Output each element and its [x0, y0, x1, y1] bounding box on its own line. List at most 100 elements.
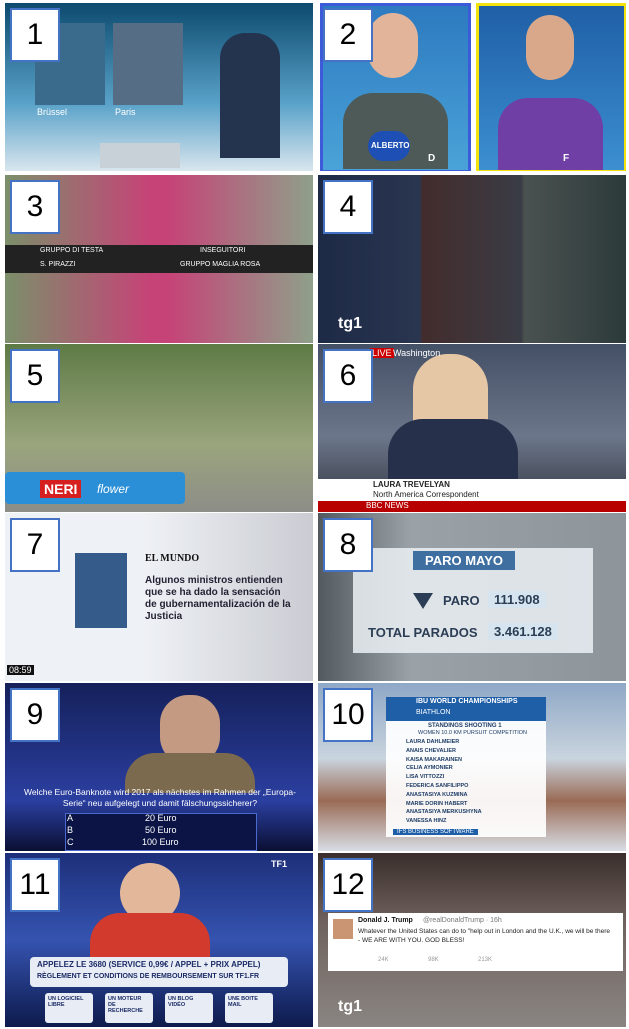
value: 3.461.128: [488, 623, 558, 640]
subtitle: STANDINGS SHOOTING 1: [428, 723, 502, 729]
clock: 08:59: [7, 665, 34, 675]
live: LIVE: [370, 348, 394, 358]
event: BIATHLON: [416, 709, 451, 716]
channel-logo: tg1: [338, 315, 362, 332]
answer-box: [165, 993, 213, 1023]
lower-third: [318, 479, 626, 501]
tile: Welche Euro-Banknote wird 2017 als nächs…: [5, 683, 313, 851]
laptop: [100, 143, 180, 168]
sponsor: IFS BUSINESS SOFTWARE: [393, 829, 478, 835]
video-box: [113, 23, 183, 105]
answer-letter: B: [67, 825, 74, 835]
tile: NERI flower 5: [5, 344, 313, 512]
tile-number: 1: [10, 8, 60, 62]
answer: 20 Euro: [145, 813, 177, 823]
answer: UN MOTEUR DE RECHERCHE: [108, 996, 143, 1014]
sponsor-banner: [5, 472, 185, 504]
answer-letter: A: [67, 813, 74, 823]
answer: UN LOGICIEL LIBRE: [48, 996, 84, 1008]
caption: S. PIRAZZI: [40, 261, 76, 268]
tile-number: 2: [323, 8, 373, 62]
retweet-count: 98K: [428, 957, 439, 963]
like-count: 213K: [478, 957, 493, 963]
tile-number: 10: [323, 688, 373, 742]
panel-header: [386, 697, 546, 721]
event: IBU WORLD CHAMPIONSHIPS: [416, 698, 518, 705]
contestant-jacket: [125, 753, 255, 793]
banner: [5, 245, 313, 273]
caption: GRUPPO DI TESTA: [40, 247, 104, 254]
newspaper: EL MUNDO: [145, 553, 200, 564]
tile: GRUPPO DI TESTA S. PIRAZZI INSEGUITORI G…: [5, 175, 313, 343]
name-badge: [368, 131, 410, 161]
author: Donald J. Trump: [358, 917, 413, 924]
athlete: MARIE DORIN HABERT: [406, 800, 468, 807]
answer-box: [45, 993, 93, 1023]
tile: EL MUNDO Algunos ministros entienden que…: [5, 513, 313, 681]
role: North America Correspondent: [373, 490, 479, 499]
label: PARO: [443, 593, 480, 608]
answers: [65, 813, 257, 851]
tile: IBU WORLD CHAMPIONSHIPS BIATHLON STANDIN…: [318, 683, 626, 851]
handle: @realDonaldTrump · 16h: [423, 917, 502, 924]
tile-number: 7: [10, 518, 60, 572]
answer: 50 Euro: [145, 825, 177, 835]
name: LAURA TREVELYAN: [373, 480, 450, 489]
athlete: ANASTASIYA KUZMINA: [406, 791, 468, 798]
tile-number: 8: [323, 518, 373, 572]
tile-number: 6: [323, 349, 373, 403]
answer-box: [105, 993, 153, 1023]
answer: UN BLOG VIDÉO: [168, 996, 194, 1008]
athlete: VANESSA HINZ: [406, 818, 447, 825]
name-tag: ALBERTO: [371, 141, 410, 150]
ticker: [318, 501, 626, 512]
tile-number: 3: [10, 180, 60, 234]
athlete: CELIA AYMONIER: [406, 765, 453, 772]
tile: tg1 4: [318, 175, 626, 343]
sponsor: NERI: [40, 480, 82, 498]
info-bar: [30, 957, 288, 987]
subtitle: WOMEN 10.0 KM PURSUIT COMPETITION: [418, 730, 527, 736]
letter: F: [563, 153, 570, 164]
channel-logo: tg1: [338, 998, 362, 1015]
tile-number: 9: [10, 688, 60, 742]
athlete: ANASTASIYA MERKUSHYNA: [406, 809, 482, 816]
tile: PARO MAYO PARO 111.908 TOTAL PARADOS 3.4…: [318, 513, 626, 681]
caption: INSEGUITORI: [200, 247, 246, 254]
athlete: LAURA DAHLMEIER: [406, 739, 460, 745]
caption: GRUPPO MAGLIA ROSA: [180, 261, 261, 268]
answer-letter: C: [67, 837, 74, 847]
letter: D: [428, 153, 436, 164]
tile-number: 12: [323, 858, 373, 912]
caption: Paris: [115, 107, 136, 117]
athlete: FEDERICA SANFILIPPO: [406, 783, 469, 789]
label: TOTAL PARADOS: [368, 625, 478, 640]
reporter-coat: [388, 419, 518, 489]
tile: TF1 APPELEZ LE 3680 (SERVICE 0,99€ / APP…: [5, 853, 313, 1027]
tile: Donald J. Trump @realDonaldTrump · 16h W…: [318, 853, 626, 1027]
shirt: [498, 98, 603, 170]
avatar: [333, 919, 353, 939]
tile: 1 Brüssel Paris: [5, 3, 313, 171]
channel: BBC NEWS: [366, 501, 409, 510]
tile-number: 5: [10, 349, 60, 403]
caption: Brüssel: [37, 107, 68, 117]
tile: ALBERTO D F 2: [318, 3, 626, 171]
answer: UNE BOITE MAIL: [228, 996, 258, 1008]
question: Welche Euro-Banknote wird 2017 als nächs…: [24, 787, 296, 808]
reply-count: 24K: [378, 957, 389, 963]
location: Washington: [393, 348, 441, 358]
headline: Algunos ministros entienden que se ha da…: [145, 575, 291, 622]
answer: 100 Euro: [142, 837, 179, 847]
channel-logo: TF1: [271, 859, 288, 869]
tile-number: 11: [10, 858, 60, 912]
tile-number: 4: [323, 180, 373, 234]
athlete: LISA VITTOZZI: [406, 774, 445, 781]
contestant-dress: [90, 913, 210, 958]
answer-box: [225, 993, 273, 1023]
photo: [75, 553, 127, 628]
heading: PARO MAYO: [413, 551, 516, 570]
presenter: [220, 33, 280, 158]
face: [368, 13, 418, 78]
